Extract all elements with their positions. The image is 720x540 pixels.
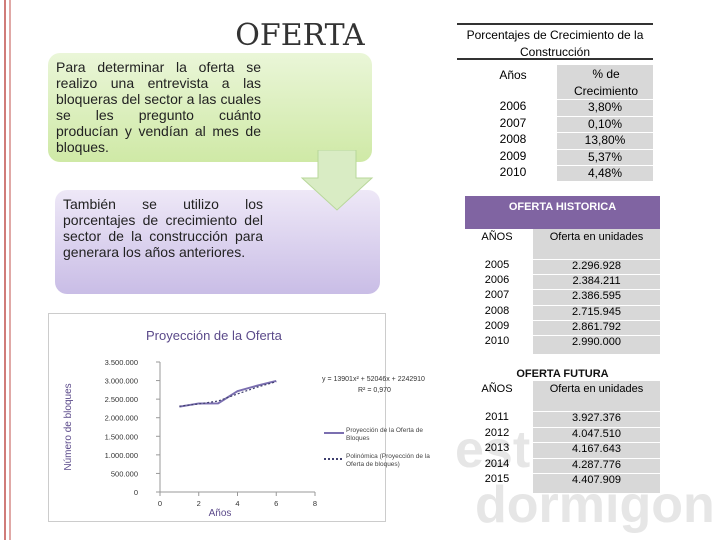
r-squared: R² = 0,970	[358, 387, 391, 394]
table-title: Porcentajes de Crecimiento de la Constru…	[457, 23, 653, 60]
year-cell: 2015	[484, 473, 510, 485]
column-header: AÑOS	[481, 231, 513, 243]
y-axis-label: Número de bloques	[63, 383, 74, 470]
x-tick-label: 4	[235, 499, 239, 508]
text: Para determinar la oferta se realizo una…	[56, 59, 261, 155]
text-box: También se utilizo los porcentajes de cr…	[55, 190, 380, 294]
x-tick-label: 0	[158, 499, 162, 508]
chart: Proyección de la Oferta Años Número de b…	[48, 313, 448, 522]
value-cell: 3.927.376	[533, 411, 660, 424]
column-header: Oferta en unidades	[549, 231, 644, 243]
year-cell: 2007	[484, 289, 510, 302]
chart-title: Proyección de la Oferta	[146, 328, 283, 343]
column-header: AÑOS	[481, 383, 513, 395]
values-bg	[533, 229, 660, 355]
table-title: OFERTA HISTORICA	[465, 196, 660, 229]
year-cell: 2007	[499, 115, 527, 130]
column-header: % de Crecimiento	[573, 67, 639, 98]
legend-label: Proyección de la Oferta de Bloques	[346, 427, 423, 442]
value-cell: 4.287.776	[533, 457, 660, 471]
value-cell: 4.407.909	[533, 473, 660, 486]
series-line	[179, 381, 277, 407]
year-cell: 2009	[484, 319, 510, 332]
value-cell: 2.861.792	[533, 319, 660, 333]
year-cell: 2010	[499, 165, 527, 179]
legend-box: Polinómica (Proyección de la Oferta de b…	[346, 453, 430, 468]
value-cell: 3,80%	[557, 99, 653, 114]
year-cell: 2008	[484, 304, 510, 317]
value-cell: 5,37%	[557, 148, 653, 164]
column-header: Años	[499, 68, 527, 82]
value-cell: 4.047.510	[533, 426, 660, 440]
y-tick-label: 0	[134, 488, 138, 497]
column-header: Oferta en unidades	[549, 383, 644, 395]
year-cell: 2009	[499, 148, 527, 163]
slide-title: OFERTA	[235, 18, 365, 53]
arrow	[300, 150, 374, 211]
value-cell: 4.167.643	[533, 442, 660, 455]
data-table: OFERTA FUTURA AÑOS Oferta en unidades 2011 3…	[465, 368, 660, 493]
year-cell: 2013	[484, 442, 510, 454]
y-tick-label: 2.500.000	[105, 395, 138, 404]
value-cell: 4,48%	[557, 165, 653, 180]
y-tick-label: 2.000.000	[105, 414, 138, 423]
legend-label: Polinómica (Proyección de la Oferta de b…	[346, 453, 430, 468]
value-cell: 2.715.945	[533, 304, 660, 318]
data-table: OFERTA HISTORICA AÑOS Oferta en unidades 20…	[465, 196, 660, 355]
x-tick-label: 6	[274, 499, 278, 508]
year-cell: 2005	[484, 259, 510, 271]
text: También se utilizo los porcentajes de cr…	[63, 196, 263, 260]
slide-border	[4, 0, 11, 540]
year-cell: 2008	[499, 132, 527, 146]
year-cell: 2006	[499, 99, 527, 113]
year-cell: 2006	[484, 274, 510, 287]
column-values-bg	[557, 65, 653, 181]
y-tick-label: 3.000.000	[105, 377, 138, 386]
value-cell: 0,10%	[557, 115, 653, 131]
y-tick-label: 3.500.000	[105, 358, 138, 367]
value-cell: 2.384.211	[533, 274, 660, 287]
y-tick-label: 1.500.000	[105, 432, 138, 441]
x-tick-label: 8	[313, 499, 317, 508]
table-title: OFERTA FUTURA	[465, 368, 660, 381]
value-cell: 2.296.928	[533, 259, 660, 272]
value-cell: 13,80%	[557, 132, 653, 147]
x-axis-label: Años	[209, 508, 232, 519]
year-cell: 2010	[484, 335, 510, 347]
year-cell: 2014	[484, 457, 510, 470]
y-tick-label: 500.000	[111, 469, 138, 478]
legend-box: Proyección de la Oferta de Bloques	[346, 427, 423, 442]
year-cell: 2012	[484, 426, 510, 439]
value-cell: 2.386.595	[533, 289, 660, 302]
watermark: est	[455, 421, 531, 479]
text-box: Para determinar la oferta se realizo una…	[48, 53, 372, 162]
y-tick-label: 1.000.000	[105, 451, 138, 460]
value-cell: 2.990.000	[533, 335, 660, 348]
year-cell: 2011	[485, 411, 509, 423]
equation: y = 13901x² + 52046x + 2242910	[322, 376, 425, 383]
growth-table: Porcentajes de Crecimiento de la Constru…	[457, 23, 657, 183]
x-tick-label: 2	[197, 499, 201, 508]
